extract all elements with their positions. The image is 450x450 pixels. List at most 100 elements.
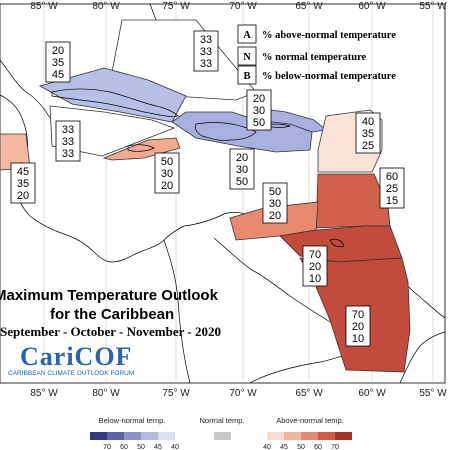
northeast-brazil — [399, 331, 446, 384]
top-axis: 85° W 80° W 75° W 70° W 65° W 60° W 55° … — [30, 1, 447, 12]
bottom-tick: 80° W — [92, 388, 120, 399]
colorbar-above-1 — [284, 432, 301, 440]
box-above: 33 — [200, 34, 212, 46]
legend-key-a: A — [243, 30, 251, 41]
colorbar-normal-label: Normal temp. — [199, 416, 244, 425]
top-tick: 55° W — [419, 1, 447, 12]
box-above: 40 — [362, 116, 374, 128]
colorbar-normal — [214, 432, 231, 440]
colorbar-tick: 45 — [154, 444, 162, 450]
venezuela-interior — [213, 237, 351, 335]
box-below: 33 — [200, 58, 212, 70]
box-above: 50 — [269, 186, 281, 198]
map-title: Maximum Temperature Outlook — [0, 287, 219, 304]
bottom-tick: 60° W — [358, 388, 386, 399]
box-below: 50 — [236, 176, 248, 188]
box-hispaniola: 20 30 50 — [246, 89, 272, 131]
box-normal: 20 — [352, 321, 364, 333]
bottom-tick: 55° W — [419, 388, 447, 399]
colorbar-tick: 40 — [171, 444, 179, 450]
puerto-rico-island — [267, 123, 292, 128]
caricof-logo: CariCOF CARIBBEAN CLIMATE OUTLOOK FORUM — [4, 342, 174, 378]
box-below: 33 — [62, 148, 74, 160]
top-tick: 75° W — [162, 1, 190, 12]
gulf-coast — [0, 59, 51, 119]
box-suriname: 70 20 10 — [345, 305, 371, 347]
map-period: September - October - November - 2020 — [0, 324, 221, 339]
box-above: 50 — [161, 156, 173, 168]
box-normal: 30 — [253, 105, 265, 117]
logo-wordmark: CariCOF — [20, 342, 132, 371]
colorbar-tick: 60 — [120, 444, 128, 450]
map-title-line2: for the Caribbean — [50, 306, 174, 323]
box-above: 60 — [386, 171, 398, 183]
top-tick: 70° W — [229, 1, 257, 12]
box-below: 20 — [269, 210, 281, 222]
logo-subtitle: CARIBBEAN CLIMATE OUTLOOK FORUM — [8, 370, 134, 377]
colombia-west — [163, 239, 191, 384]
box-normal: 35 — [52, 57, 64, 69]
top-tick: 60° W — [358, 1, 386, 12]
legend-text-b: % below-normal temperature — [262, 71, 396, 82]
colorbar-tick: 70 — [103, 444, 111, 450]
legend-key-b: B — [243, 71, 250, 82]
ranking-legend: A % above-normal temperature N % normal … — [237, 24, 396, 85]
top-tick: 85° W — [30, 1, 58, 12]
colorbar-below-label: Below-normal temp. — [99, 416, 166, 425]
legend-text-a: % above-normal temperature — [262, 30, 396, 41]
colorbar-tick: 45 — [280, 444, 288, 450]
box-above: 20 — [52, 45, 64, 57]
region-jamaica — [102, 137, 181, 161]
box-normal: 30 — [236, 164, 248, 176]
box-belize: 45 35 20 — [10, 162, 36, 204]
box-below: 50 — [253, 117, 265, 129]
legend-key-n: N — [243, 52, 251, 63]
jamaica-island — [127, 144, 155, 152]
box-below: 20 — [161, 180, 173, 192]
bottom-tick: 75° W — [162, 388, 190, 399]
box-below: 25 — [362, 140, 374, 152]
colorbar-above-0 — [267, 432, 284, 440]
box-puerto-rico: 20 30 50 — [229, 148, 255, 190]
region-cayman — [49, 105, 176, 157]
colorbar-below-0 — [90, 432, 107, 440]
box-bahamas: 33 33 33 — [193, 30, 219, 72]
box-trinidad-guyana: 70 20 10 — [302, 245, 328, 287]
colorbar-tick: 60 — [314, 444, 322, 450]
box-windward: 60 25 15 — [379, 167, 405, 209]
bottom-tick: 65° W — [295, 388, 323, 399]
box-above: 70 — [352, 309, 364, 321]
legend-text-n: % normal temperature — [262, 52, 367, 63]
box-cuba: 20 35 45 — [45, 41, 71, 83]
colorbar-tick: 70 — [331, 444, 339, 450]
box-normal: 35 — [362, 128, 374, 140]
bottom-tick: 85° W — [30, 388, 58, 399]
region-cuba — [38, 67, 187, 123]
box-normal: 30 — [161, 168, 173, 180]
box-above: 70 — [309, 249, 321, 261]
box-above: 45 — [17, 166, 29, 178]
colorbar-tick: 50 — [137, 444, 145, 450]
box-below: 15 — [386, 195, 398, 207]
box-below: 20 — [17, 190, 29, 202]
box-normal: 33 — [62, 136, 74, 148]
box-above: 20 — [236, 152, 248, 164]
box-normal: 25 — [386, 183, 398, 195]
colorbar-above-3 — [318, 432, 335, 440]
box-leeward: 40 35 25 — [355, 112, 381, 154]
cuba-island — [51, 88, 179, 117]
top-tick: 80° W — [92, 1, 120, 12]
colorbar-below-2 — [124, 432, 141, 440]
bottom-tick: 70° W — [229, 388, 257, 399]
box-below: 45 — [52, 69, 64, 81]
hispaniola-island — [194, 122, 257, 141]
islands — [51, 88, 345, 248]
box-above: 20 — [253, 93, 265, 105]
colorbar-tick: 40 — [263, 444, 271, 450]
box-cayman: 33 33 33 — [55, 120, 81, 162]
box-jamaica: 50 30 20 — [154, 152, 180, 194]
colorbar-tick: 50 — [297, 444, 305, 450]
box-normal: 30 — [269, 198, 281, 210]
box-below: 10 — [352, 333, 364, 345]
